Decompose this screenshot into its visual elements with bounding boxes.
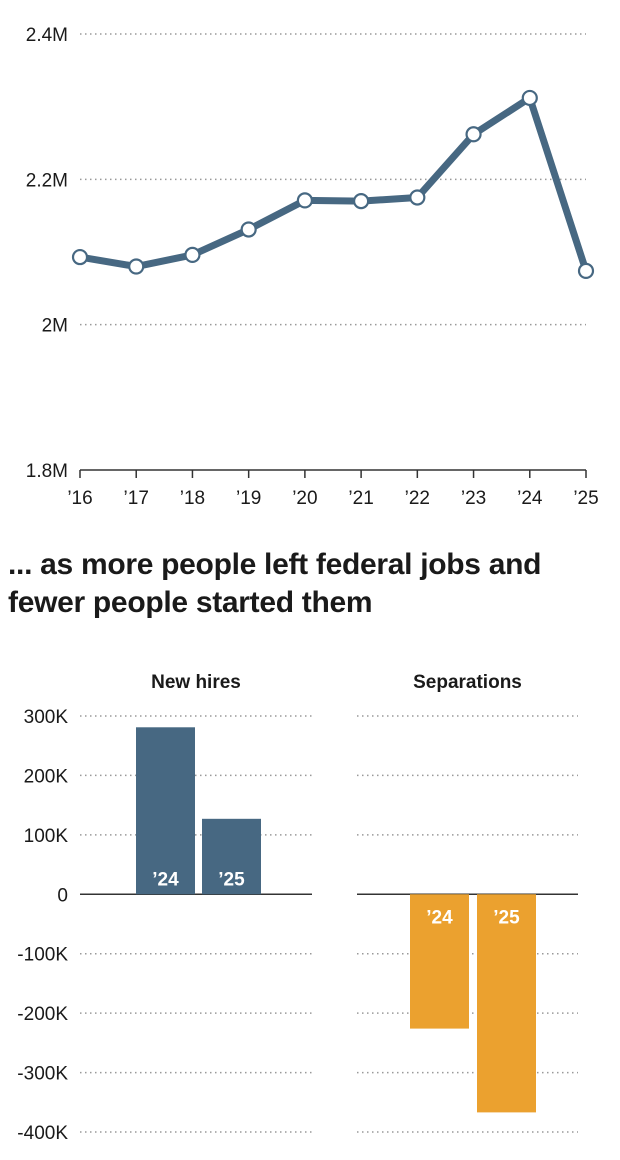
workforce-data-point: [71, 248, 89, 266]
section-heading: ... as more people left federal jobs and…: [8, 548, 542, 619]
line-chart-y-tick-label: 2.2M: [26, 170, 68, 191]
line-chart-x-tick-label: ’16: [67, 488, 92, 509]
bar: [202, 818, 261, 895]
line-chart-y-tick-label: 2M: [42, 316, 68, 337]
line-chart-x-axis: [79, 469, 587, 478]
bar: [410, 894, 469, 1029]
workforce-data-point: [409, 189, 426, 206]
line-chart-y-tick-label: 2.4M: [26, 25, 68, 46]
workforce-series-line: [76, 94, 590, 275]
line-chart-y-tick-label: 1.8M: [26, 461, 68, 482]
line-chart-x-tick-label: ’25: [573, 488, 598, 509]
bar-chart-y-tick-label: 300K: [24, 707, 69, 728]
line-chart-x-tick-label: ’21: [348, 488, 373, 509]
line-chart-series: [71, 89, 595, 279]
workforce-data-point: [240, 221, 257, 238]
hires-separations-bar-chart: 300K 200K 100K 0 -100K -200K -300K -400K New hi…: [17, 672, 578, 1144]
bar-chart-y-tick-label: 100K: [24, 826, 69, 847]
workforce-data-point: [296, 192, 313, 209]
line-chart-x-tick-labels: ’16 ’17 ’18 ’19 ’20 ’21 ’22 ’23 ’24 ’25: [67, 488, 598, 509]
bar-category-label: ’25: [218, 869, 245, 890]
line-chart-gridlines: [80, 33, 586, 326]
bar-category-label: ’24: [152, 869, 179, 890]
line-chart-x-tick-label: ’19: [236, 488, 261, 509]
bar-chart-y-tick-label: 0: [57, 885, 68, 906]
line-chart-x-tick-label: ’18: [180, 488, 205, 509]
bar-chart-y-tick-label: -400K: [17, 1123, 68, 1144]
line-chart-x-tick-label: ’20: [292, 488, 317, 509]
line-chart-y-tick-labels: 1.8M 2M 2.2M 2.4M: [26, 25, 68, 482]
bar-panel-title: New hires: [151, 672, 241, 693]
bar-panel-separations: Separations ’24 ’25: [410, 672, 536, 1113]
bar-chart-y-tick-labels: 300K 200K 100K 0 -100K -200K -300K -400K: [17, 707, 68, 1144]
line-chart-x-tick-label: ’23: [461, 488, 486, 509]
bar: [477, 894, 536, 1113]
bar-panel-title: Separations: [413, 672, 522, 693]
bar-chart-panels: New hires ’24 ’25 Separations ’24 ’25: [136, 672, 536, 1113]
workforce-data-point: [577, 262, 595, 279]
workforce-data-point: [353, 193, 370, 210]
bar-category-label: ’24: [426, 907, 453, 928]
workforce-data-point: [465, 126, 482, 143]
workforce-data-point: [184, 246, 201, 264]
bar-category-label: ’25: [493, 907, 520, 928]
bar-chart-y-tick-label: -100K: [17, 945, 68, 966]
bar-chart-y-tick-label: 200K: [24, 766, 69, 787]
line-chart-x-tick-label: ’17: [124, 488, 149, 509]
workforce-data-point: [128, 258, 145, 275]
bar-panel-new-hires: New hires ’24 ’25: [136, 672, 261, 895]
bar: [136, 727, 195, 895]
line-chart-x-tick-label: ’24: [517, 488, 543, 509]
bar-chart-y-tick-label: -200K: [17, 1004, 68, 1025]
bar-chart-y-tick-label: -300K: [17, 1064, 68, 1085]
line-chart-x-tick-label: ’22: [405, 488, 430, 509]
workforce-data-point: [521, 89, 538, 107]
